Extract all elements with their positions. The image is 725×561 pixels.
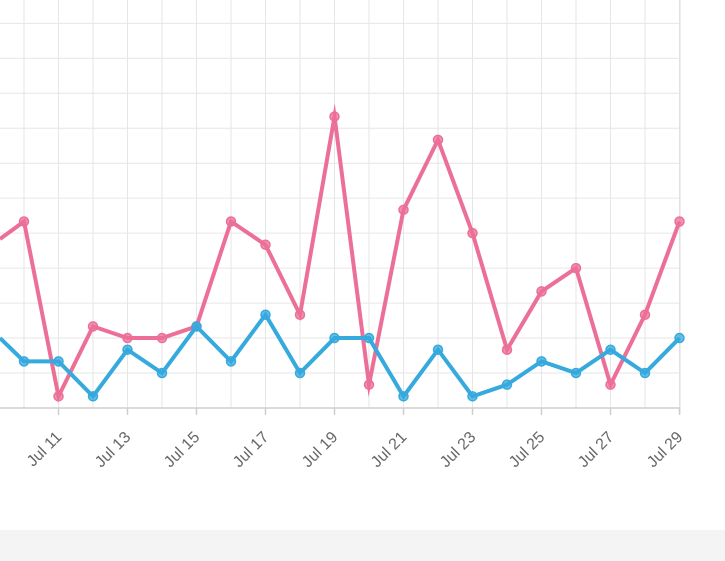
series-blue-point xyxy=(570,367,582,379)
series-pink-point xyxy=(225,216,237,227)
x-tick-label: Jul 23 xyxy=(437,429,479,471)
series-pink-point xyxy=(639,309,651,320)
footer-band xyxy=(0,530,725,561)
series-pink-point xyxy=(363,379,375,390)
series-pink-point xyxy=(260,239,271,251)
series-pink-point xyxy=(674,216,685,227)
series-blue-point xyxy=(156,367,168,379)
series-blue-point xyxy=(225,356,237,367)
x-tick-label: Jul 15 xyxy=(161,429,203,471)
series-blue-point xyxy=(53,356,64,367)
series-blue-point xyxy=(87,391,99,402)
series-pink-point xyxy=(467,227,478,239)
x-tick-label: Jul 19 xyxy=(299,429,341,471)
series-pink-point xyxy=(501,344,513,355)
series-pink-point xyxy=(432,134,444,146)
series-blue-point xyxy=(467,391,478,402)
series-pink xyxy=(0,103,685,403)
series-blue-point xyxy=(363,332,375,344)
series-pink-point xyxy=(294,309,306,320)
series-pink-point xyxy=(53,391,64,402)
x-tick-label: Jul 25 xyxy=(506,429,548,471)
series-layer xyxy=(0,103,685,403)
series-blue-point xyxy=(18,356,30,367)
x-tick-label: Jul 27 xyxy=(575,429,617,471)
series-pink-point xyxy=(329,111,340,122)
x-tick-labels: Jul 11 Jul 13 Jul 15 Jul 17 Jul 19 Jul 21 Jul … xyxy=(24,429,686,471)
x-tick-label: Jul 11 xyxy=(24,429,65,470)
series-blue xyxy=(0,309,685,402)
series-pink-point xyxy=(122,332,133,344)
x-tick-label: Jul 13 xyxy=(92,429,134,471)
x-tick-label: Jul 17 xyxy=(230,429,272,471)
series-pink-point xyxy=(605,379,616,390)
series-pink-point xyxy=(570,262,582,274)
x-tick-label: Jul 21 xyxy=(368,429,410,471)
series-blue-point xyxy=(536,356,547,367)
grid xyxy=(0,0,681,414)
series-pink-point xyxy=(87,321,99,332)
series-blue-point xyxy=(501,379,513,390)
series-pink-point xyxy=(18,216,30,227)
series-blue-point xyxy=(122,344,133,355)
series-pink-line xyxy=(0,103,682,403)
series-blue-point xyxy=(191,321,202,332)
x-axis xyxy=(0,407,681,415)
series-blue-point xyxy=(329,332,340,344)
x-tick-label: Jul 29 xyxy=(644,429,686,471)
series-blue-point xyxy=(639,367,651,379)
series-blue-point xyxy=(260,309,271,320)
chart-svg: Jul 11 Jul 13 Jul 15 Jul 17 Jul 19 Jul 21 Jul … xyxy=(0,0,686,471)
series-pink-point xyxy=(156,332,168,344)
line-chart: Jul 11 Jul 13 Jul 15 Jul 17 Jul 19 Jul 21 Jul … xyxy=(0,0,687,472)
series-blue-point xyxy=(674,332,685,344)
series-blue-point xyxy=(398,391,409,402)
series-blue-line xyxy=(0,311,681,400)
series-blue-point xyxy=(294,367,306,379)
series-blue-point xyxy=(432,344,444,355)
series-pink-point xyxy=(398,204,409,216)
series-blue-point xyxy=(605,344,616,355)
series-pink-point xyxy=(536,286,547,297)
